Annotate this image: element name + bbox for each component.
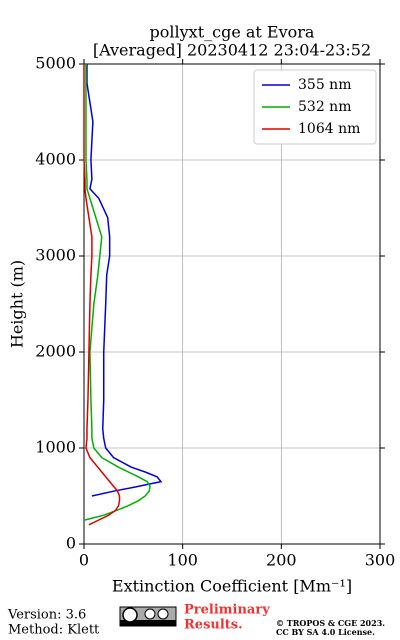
y-tick-label: 1000 <box>35 438 76 457</box>
legend-label: 532 nm <box>298 99 351 115</box>
cc-logo <box>119 606 177 627</box>
y-axis-label: Height (m) <box>8 260 27 348</box>
legend-label: 1064 nm <box>298 121 360 137</box>
profile-line <box>83 64 121 526</box>
profile-line <box>86 64 163 497</box>
plot-frame <box>83 63 381 545</box>
y-tick-label: 5000 <box>35 54 76 73</box>
y-tick-label: 2000 <box>35 342 76 361</box>
x-tick-label: 100 <box>167 551 198 570</box>
profile-line <box>84 64 151 521</box>
version: Version: 3.6 <box>7 608 86 623</box>
y-tick-label: 3000 <box>35 246 76 265</box>
copyright: CC BY SA 4.0 License. <box>276 627 375 637</box>
chart-subtitle: [Averaged] 20230412 23:04-23:52 <box>93 41 371 60</box>
x-tick-label: 0 <box>79 551 89 570</box>
legend-label: 355 nm <box>298 77 351 93</box>
chart-title: pollyxt_cge at Evora <box>150 23 315 42</box>
legend-box <box>253 69 377 145</box>
copyright: © TROPOS & CGE 2023. <box>276 618 385 628</box>
y-tick-label: 0 <box>66 534 76 553</box>
y-tick-label: 4000 <box>35 150 76 169</box>
notice: Results. <box>184 618 243 633</box>
x-axis-label: Extinction Coefficient [Mm⁻¹] <box>112 577 352 596</box>
x-tick-label: 300 <box>365 551 396 570</box>
x-tick-label: 200 <box>266 551 297 570</box>
notice: Preliminary <box>184 603 270 618</box>
method: Method: Klett <box>8 623 100 638</box>
